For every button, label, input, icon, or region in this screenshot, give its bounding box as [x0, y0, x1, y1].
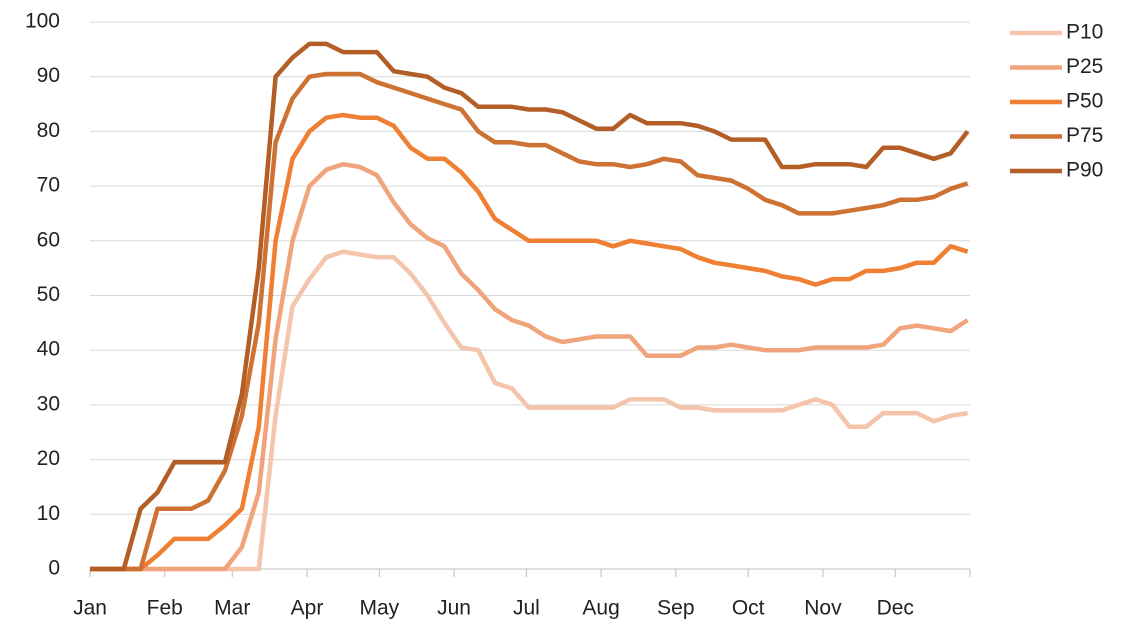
legend-label: P75 [1066, 124, 1103, 147]
series-line [90, 112, 969, 572]
series-line [90, 249, 968, 572]
grid [90, 21, 970, 515]
x-tick-label: Sep [657, 597, 694, 620]
legend-label: P25 [1066, 55, 1103, 78]
y-tick-label: 80 [37, 119, 60, 142]
y-tick-label: 30 [37, 392, 60, 415]
x-tick-label: Aug [582, 597, 619, 620]
series-line [90, 71, 969, 572]
legend-label: P50 [1066, 90, 1103, 113]
x-tick-label: Apr [291, 597, 324, 620]
x-tick-label: Nov [804, 597, 842, 620]
x-tick-label: Mar [214, 597, 250, 620]
x-tick-label: Jan [73, 597, 107, 620]
x-tick-label: Dec [877, 597, 914, 620]
y-tick-label: 10 [37, 502, 60, 525]
y-tick-label: 40 [37, 338, 60, 361]
x-tick-label: Jul [513, 597, 540, 620]
y-tick-label: 50 [37, 283, 60, 306]
legend-label: P10 [1066, 21, 1103, 44]
x-tick-label: Feb [147, 597, 183, 620]
legend-label: P90 [1066, 159, 1103, 182]
y-tick-label: 100 [25, 10, 60, 33]
y-tick-label: 70 [37, 174, 60, 197]
x-tick-label: Jun [437, 597, 471, 620]
series-line [90, 161, 969, 572]
x-tick-label: Oct [732, 597, 765, 620]
series-line [90, 41, 970, 572]
y-tick-label: 20 [37, 447, 60, 470]
y-tick-label: 60 [37, 228, 60, 251]
y-tick-label: 0 [48, 557, 60, 580]
x-tick-label: May [359, 597, 399, 620]
y-tick-label: 90 [37, 64, 60, 87]
